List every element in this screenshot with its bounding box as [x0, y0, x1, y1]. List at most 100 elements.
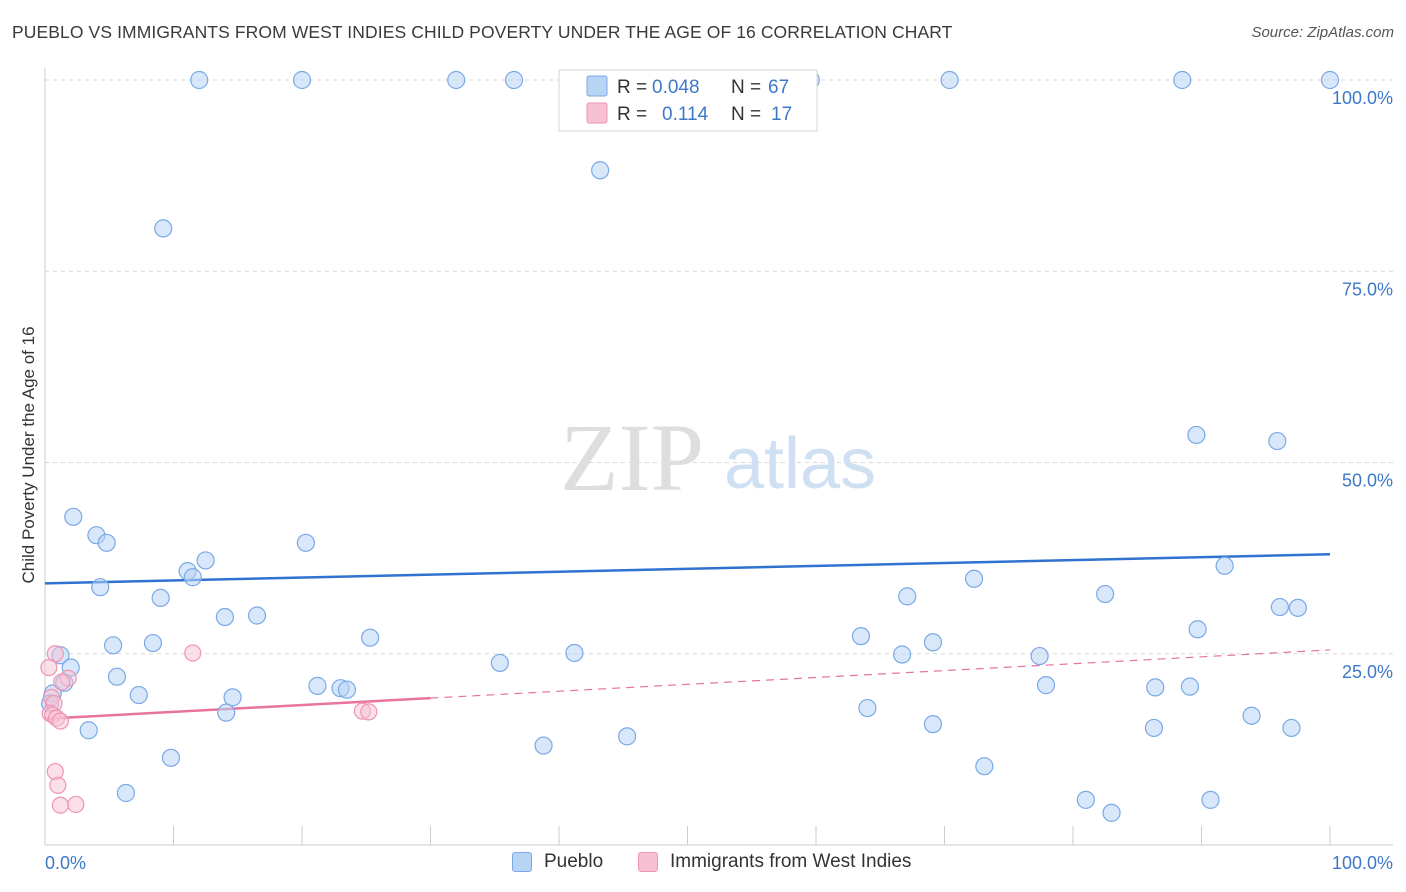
west-indies-point	[46, 645, 64, 663]
legend-item-pueblo: Pueblo	[512, 851, 603, 873]
pueblo-point	[1030, 646, 1049, 666]
pueblo-point	[447, 70, 466, 90]
pueblo-point	[490, 653, 509, 673]
chart-title: PUEBLO VS IMMIGRANTS FROM WEST INDIES CH…	[12, 22, 953, 42]
pueblo-point	[107, 667, 127, 686]
pueblo-point	[1242, 706, 1261, 725]
watermark: ZIP atlas	[560, 404, 876, 511]
pueblo-point	[940, 70, 959, 90]
x-tick-label: 100.0%	[1332, 853, 1393, 873]
pueblo-point	[1215, 556, 1234, 575]
pueblo-point	[292, 70, 312, 90]
pueblo-point	[104, 636, 123, 655]
pueblo-point	[161, 748, 181, 767]
pueblo-point	[534, 736, 553, 755]
pueblo-point	[964, 569, 984, 588]
pueblo-point	[151, 588, 170, 608]
pueblo-point	[618, 727, 637, 746]
pueblo-point	[1102, 803, 1121, 822]
pueblo-point	[1180, 677, 1200, 696]
pueblo-point	[1187, 425, 1206, 445]
west-indies-point	[51, 796, 70, 814]
pueblo-point	[923, 633, 943, 652]
legend-swatch-west-indies	[586, 102, 608, 124]
legend-swatch-west-indies	[638, 852, 658, 872]
pueblo-point	[1288, 598, 1307, 617]
pueblo-point	[1188, 620, 1207, 639]
axes	[44, 68, 1393, 846]
tick-labels: 25.0% 50.0% 75.0% 100.0% 0.0% 100.0%	[45, 88, 1393, 873]
pueblo-point	[247, 606, 267, 625]
series-legend: Pueblo Immigrants from West Indies	[0, 851, 1406, 879]
pueblo-point	[1268, 431, 1287, 451]
pueblo-point	[1144, 718, 1164, 738]
legend-r-value-pueblo: 0.048	[652, 77, 700, 98]
pueblo-point	[64, 507, 83, 526]
west-indies-trend-extension	[430, 649, 1331, 699]
pueblo-point	[190, 70, 209, 90]
y-tick-label: 50.0%	[1342, 471, 1393, 491]
legend-item-west-indies: Immigrants from West Indies	[638, 851, 911, 873]
pueblo-point	[898, 587, 917, 606]
pueblo-point	[308, 676, 327, 695]
west-indies-points	[40, 644, 378, 814]
pueblo-point	[1146, 678, 1165, 697]
pueblo-point	[565, 643, 584, 663]
pueblo-point	[1282, 718, 1301, 738]
trend-lines	[44, 553, 1331, 721]
pueblo-point	[923, 715, 943, 734]
legend-n-value-west-indies: 17	[771, 104, 792, 125]
pueblo-point	[79, 721, 98, 740]
west-indies-point	[360, 703, 378, 721]
pueblo-point	[975, 757, 994, 776]
legend-n-label-west-indies: N =	[731, 104, 761, 125]
pueblo-point	[337, 680, 357, 699]
pueblo-point	[1096, 584, 1115, 604]
pueblo-point	[1201, 790, 1220, 809]
west-indies-point	[184, 644, 202, 662]
west-indies-point	[67, 795, 85, 814]
pueblo-point	[858, 698, 877, 718]
x-tick-label: 0.0%	[45, 853, 86, 873]
pueblo-point	[217, 703, 236, 722]
legend-n-value-pueblo: 67	[768, 77, 789, 98]
watermark-zip: ZIP	[560, 404, 704, 511]
west-indies-trend-line	[44, 696, 431, 721]
pueblo-point	[129, 685, 148, 705]
pueblo-point	[116, 783, 136, 803]
pueblo-point	[361, 628, 380, 647]
pueblo-point	[143, 633, 163, 653]
west-indies-point	[53, 673, 71, 691]
pueblo-trend-line	[44, 553, 1331, 585]
pueblo-points	[41, 70, 1340, 822]
pueblo-point	[591, 161, 610, 180]
pueblo-point	[1036, 676, 1056, 695]
west-indies-point	[49, 776, 67, 794]
pueblo-point	[183, 568, 202, 587]
pueblo-point	[1270, 597, 1289, 617]
legend-swatch-pueblo	[512, 852, 532, 872]
legend-r-value-west-indies: 0.114	[662, 104, 709, 125]
pueblo-point	[504, 70, 524, 90]
legend-r-label-west-indies: R =	[617, 104, 647, 125]
grid-lines	[45, 79, 1393, 655]
pueblo-point	[196, 551, 215, 570]
pueblo-point	[154, 219, 173, 238]
pueblo-point	[1173, 70, 1192, 90]
pueblo-point	[91, 578, 110, 597]
pueblo-point	[1076, 790, 1095, 809]
legend-label-pueblo: Pueblo	[544, 851, 604, 872]
pueblo-point	[296, 533, 315, 552]
legend-label-west-indies: Immigrants from West Indies	[670, 851, 912, 872]
legend-swatch-pueblo	[586, 75, 608, 97]
source-label: Source: ZipAtlas.com	[1251, 24, 1394, 41]
legend-r-label-pueblo: R =	[617, 77, 647, 98]
pueblo-point	[97, 533, 116, 552]
pueblo-point	[892, 645, 912, 664]
west-indies-point	[40, 658, 58, 677]
pueblo-point	[215, 607, 234, 627]
correlation-legend: R = 0.048 N = 67 R = 0.114 N = 17	[558, 69, 818, 132]
y-axis-label: Child Poverty Under the Age of 16	[19, 326, 38, 583]
west-indies-point	[51, 712, 70, 730]
